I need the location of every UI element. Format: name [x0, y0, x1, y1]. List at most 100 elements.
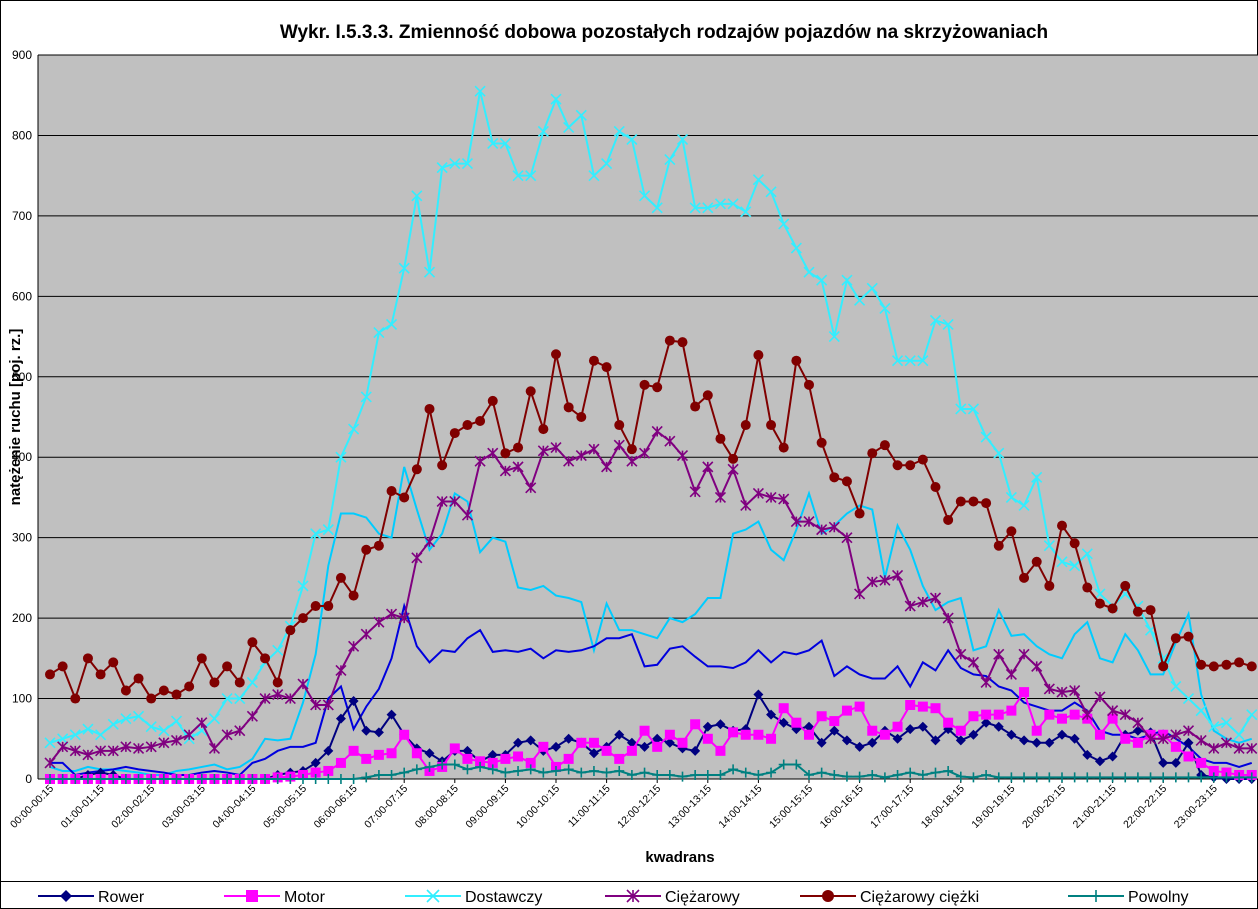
marker: [1170, 633, 1181, 644]
legend-label: Dostawczy: [465, 889, 542, 906]
marker: [1145, 772, 1156, 783]
marker: [676, 450, 689, 462]
marker: [475, 756, 486, 767]
marker: [348, 590, 359, 601]
marker: [588, 170, 600, 182]
marker: [1120, 772, 1131, 783]
marker: [702, 769, 713, 780]
marker: [399, 492, 410, 503]
marker: [854, 741, 865, 752]
marker: [942, 612, 954, 624]
marker: [234, 677, 245, 688]
marker: [638, 190, 651, 202]
marker: [107, 718, 119, 730]
marker: [664, 737, 675, 748]
marker: [1018, 648, 1030, 660]
marker: [449, 743, 460, 754]
marker: [690, 401, 701, 412]
marker: [1132, 717, 1144, 729]
marker: [614, 765, 625, 776]
marker: [272, 644, 284, 656]
marker: [260, 653, 271, 664]
marker: [1094, 598, 1105, 609]
marker: [981, 717, 992, 728]
chart-title: Wykr. I.5.3.3. Zmienność dobowa pozostał…: [280, 22, 1048, 43]
marker: [955, 725, 966, 736]
marker: [689, 486, 701, 498]
marker: [563, 402, 574, 413]
marker: [854, 508, 865, 519]
marker: [1170, 757, 1181, 768]
marker: [424, 748, 435, 759]
marker: [917, 355, 929, 367]
marker: [1170, 680, 1182, 693]
marker: [171, 689, 182, 700]
marker: [905, 699, 916, 710]
marker: [829, 716, 840, 727]
marker: [1195, 705, 1207, 717]
marker: [822, 890, 834, 902]
marker: [462, 420, 473, 431]
marker: [1120, 733, 1131, 744]
marker: [272, 677, 283, 688]
marker: [816, 711, 827, 722]
marker: [386, 486, 397, 497]
marker: [702, 390, 713, 401]
marker: [981, 709, 992, 720]
marker: [196, 653, 207, 664]
marker: [1094, 729, 1105, 740]
marker: [348, 640, 360, 652]
marker: [1090, 890, 1102, 902]
marker: [1132, 725, 1143, 736]
marker: [184, 774, 195, 784]
marker: [766, 767, 777, 778]
marker: [677, 337, 688, 348]
marker: [310, 767, 321, 778]
marker: [1183, 772, 1194, 783]
marker: [145, 741, 157, 753]
marker: [867, 725, 878, 736]
marker: [841, 532, 853, 544]
marker: [968, 772, 979, 783]
marker: [475, 416, 486, 427]
marker: [702, 461, 714, 473]
marker: [689, 202, 701, 214]
marker: [1221, 659, 1232, 670]
marker: [1183, 751, 1194, 762]
marker: [310, 601, 321, 612]
marker: [1233, 729, 1245, 741]
legend-label: Rower: [98, 889, 145, 906]
marker: [500, 753, 511, 764]
marker: [424, 403, 435, 414]
marker: [1170, 772, 1181, 783]
marker: [1031, 737, 1042, 748]
marker: [335, 757, 346, 768]
marker: [930, 767, 941, 778]
marker: [45, 774, 55, 784]
marker: [690, 745, 701, 756]
marker: [1158, 772, 1169, 783]
marker: [513, 737, 524, 748]
marker: [386, 748, 397, 759]
marker: [1094, 691, 1106, 703]
marker: [538, 424, 549, 435]
marker: [132, 710, 145, 722]
marker: [1233, 742, 1245, 754]
marker: [423, 266, 436, 278]
marker: [714, 198, 727, 210]
marker: [904, 355, 916, 367]
marker: [361, 753, 372, 764]
marker: [614, 729, 625, 740]
marker: [297, 580, 309, 592]
marker: [601, 767, 612, 778]
marker: [1069, 733, 1080, 744]
marker: [993, 447, 1005, 459]
marker: [702, 721, 713, 732]
marker: [892, 460, 903, 471]
marker: [1031, 471, 1043, 483]
marker: [778, 442, 789, 453]
marker: [867, 737, 878, 748]
marker: [146, 693, 157, 704]
marker: [322, 699, 334, 711]
marker: [1157, 733, 1169, 745]
